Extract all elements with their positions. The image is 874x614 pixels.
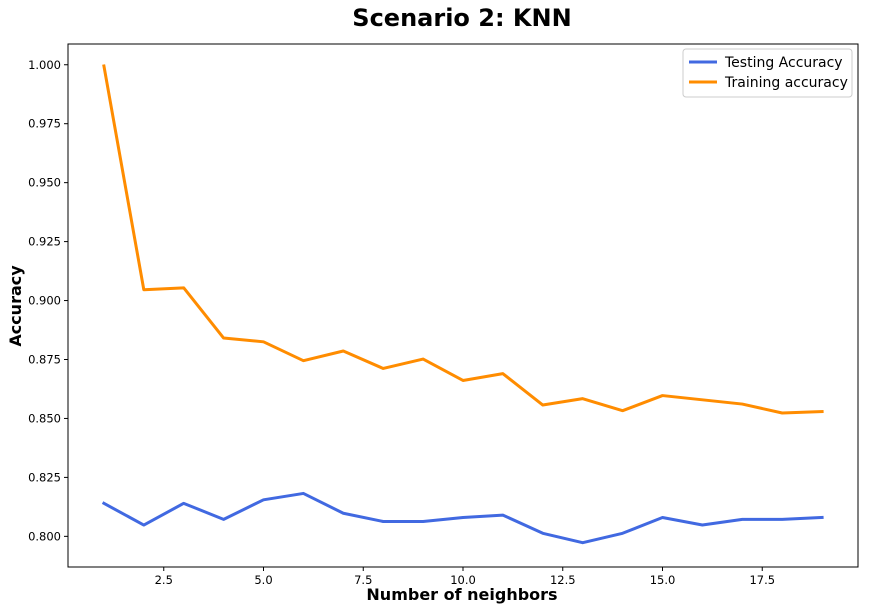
x-tick-label: 15.0 [650, 573, 676, 587]
y-tick-label: 0.950 [28, 176, 61, 190]
y-tick-label: 0.925 [28, 235, 61, 249]
x-tick-label: 2.5 [155, 573, 173, 587]
x-tick-label: 10.0 [450, 573, 476, 587]
x-tick-label: 5.0 [254, 573, 272, 587]
x-axis-title: Number of neighbors [366, 585, 557, 604]
y-tick-label: 0.800 [28, 529, 61, 543]
y-axis-title: Accuracy [6, 265, 25, 347]
y-tick-label: 0.825 [28, 470, 61, 484]
y-tick-label: 0.900 [28, 294, 61, 308]
plot-frame [67, 43, 859, 568]
x-tick-label: 12.5 [550, 573, 576, 587]
series-line-0 [101, 491, 824, 545]
y-tick-label: 0.975 [28, 117, 61, 131]
legend-label: Testing Accuracy [724, 55, 843, 71]
y-tick-label: 0.850 [28, 411, 61, 425]
legend-box [682, 48, 853, 98]
legend: Testing Accuracy Training accuracy [682, 48, 853, 98]
chart-title: Scenario 2: KNN [352, 4, 571, 32]
plot-area: 2.5 5.0 7.5 10.0 12.5 15.0 17.5 0.800 0.825 0.850… [28, 43, 859, 587]
y-tick-label: 1.000 [28, 58, 61, 72]
x-tick-label: 7.5 [354, 573, 372, 587]
y-tick-label: 0.875 [28, 352, 61, 366]
series-line-1 [102, 64, 824, 415]
x-tick-label: 17.5 [749, 573, 775, 587]
legend-label: Training accuracy [724, 75, 848, 91]
